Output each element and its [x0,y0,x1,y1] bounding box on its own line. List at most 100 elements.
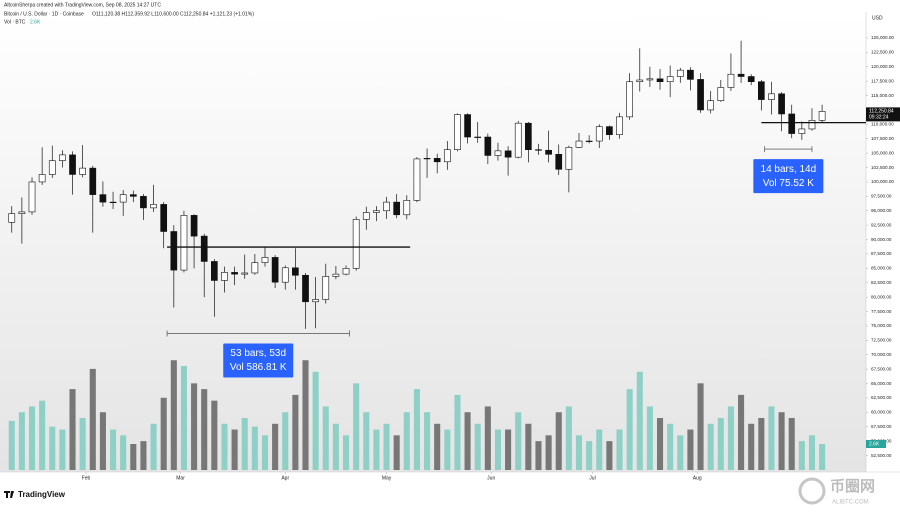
volume-bar [687,429,694,470]
volume-bar [515,412,522,470]
candle-body [636,79,644,83]
volume-bar [363,412,370,470]
volume-bar [565,406,572,470]
volume-bar [342,435,350,470]
volume-bar [444,429,451,470]
candle-body [89,167,97,195]
y-tick-label: 72,500.00 [871,338,892,343]
volume-bar [494,429,502,470]
y-tick-label: 90,000.00 [871,237,892,242]
y-tick-label: 120,000.00 [871,64,894,69]
volume-bar [110,429,117,470]
candle-body [332,273,340,277]
candle-body [200,235,208,262]
candle-body [464,114,471,138]
volume-bar [120,435,127,470]
candle-body [160,204,168,232]
volume-bar [525,423,532,470]
candle-body [454,114,461,150]
volume-bar [322,406,329,470]
ohlc: O111,120.38 H112,359.92 L110,600.00 C112… [92,11,254,17]
volume-bar [616,429,623,470]
volume-bar [464,412,471,470]
y-tick-label: 117,500.00 [871,78,894,83]
candle-body [757,81,765,100]
candle-body [484,136,492,156]
candle-body [504,150,512,158]
x-tick-label: Mar [176,475,185,481]
volume-bar [798,441,805,470]
candle-body [798,128,806,134]
volume-bar [667,423,674,470]
volume-bar [656,418,664,470]
symbol: Bitcoin / U.S. Dollar · 1D · Coinbase [4,11,84,17]
volume-bar [282,412,289,470]
candle-body [8,213,16,223]
candle-body [666,76,674,83]
candle-body [697,79,704,111]
volume-bar [393,435,400,470]
volume-title: Vol · BTC [4,19,26,25]
y-tick-label: 80,000.00 [871,294,892,299]
y-tick-label: 70,000.00 [871,352,892,357]
candle-body [393,201,401,216]
volume-bar [454,394,461,470]
candle-body [261,257,269,263]
volume-bar [646,406,653,470]
volume-bar [353,383,360,470]
volume-bar [99,412,106,470]
volume-bar [474,423,481,470]
logo: TradingView [4,490,66,499]
candle-body [525,122,532,150]
volume-bar [434,423,441,470]
candle-body [59,154,66,161]
price-tag-label: 112,250.84 [869,109,894,115]
volume-bar [636,371,643,470]
candle-body [687,69,694,80]
candle-body [514,122,522,158]
volume-bar [8,420,15,470]
y-tick-label: 75,000.00 [871,323,892,328]
candle-body [352,219,360,269]
candle-body [302,274,309,303]
candle-body [18,211,26,214]
x-tick-label: Apr [281,475,289,481]
volume-bar [180,366,187,470]
volume-bar [28,406,36,470]
volume-bar [292,394,299,470]
volume-bar [211,400,218,470]
candle-body [737,73,745,77]
y-tick-label: 115,000.00 [871,93,894,98]
watermark-url: ALIBTC.COM [832,500,869,506]
volume-bar [69,389,76,470]
candle-body [312,299,319,303]
volume-tag-label: 2.6K [869,441,880,447]
x-tick-label: Feb [82,475,91,481]
volume-bar [808,435,816,470]
volume-bar [231,429,238,470]
volume-bar [312,371,319,470]
volume-bar [221,423,228,470]
volume-bar [261,435,269,470]
volume-value: 2.6K [30,19,41,25]
volume-bar [170,360,177,470]
volume-bar [39,400,46,470]
y-tick-label: 87,500.00 [871,251,892,256]
candle-body [535,149,542,151]
candle-body [788,113,796,134]
candle-body [373,210,380,213]
candle-body [818,111,826,121]
volume-bar [191,383,198,470]
volume-bar [302,360,309,470]
volume-bar [697,383,704,470]
volume-bar [819,444,826,470]
x-tick-label: Aug [693,475,702,481]
y-tick-label: 77,500.00 [871,309,892,314]
candle-body [362,212,370,220]
volume-bar [606,441,613,470]
volume-bar [484,406,491,470]
watermark-title: 币圈网 [830,478,875,495]
candle-body [79,167,86,175]
x-tick-label: Jun [487,475,495,481]
